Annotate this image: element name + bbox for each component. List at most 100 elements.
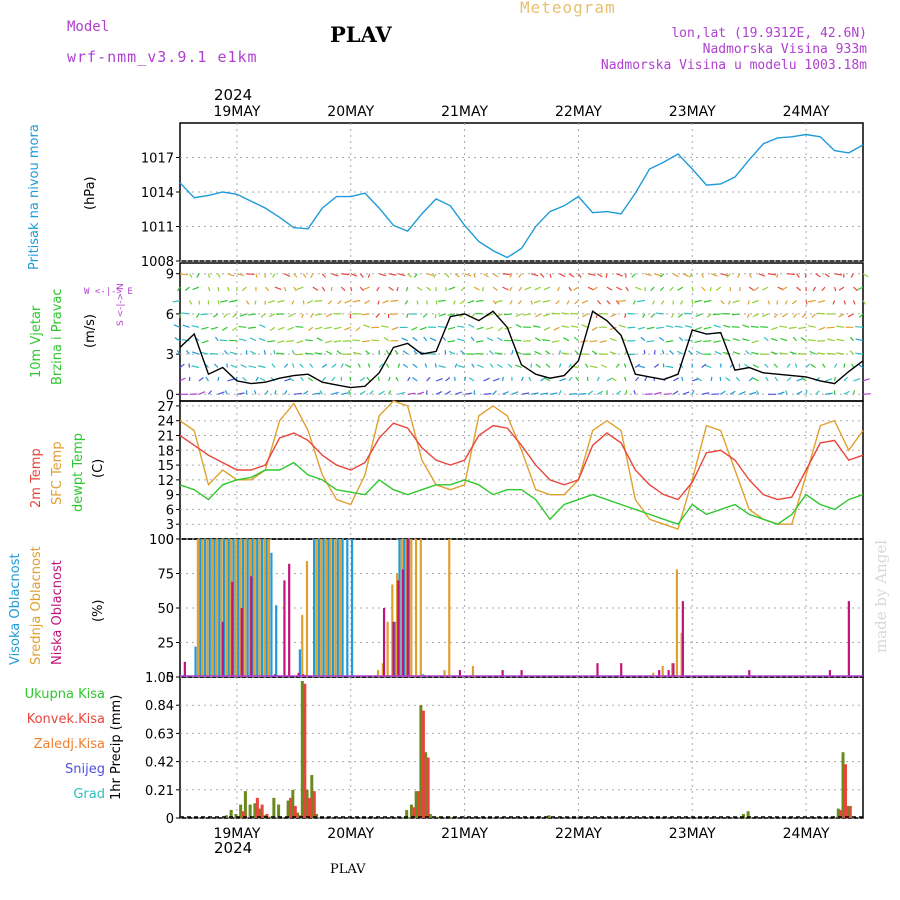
wind-arrow: [502, 391, 509, 395]
wind-arrow: [342, 340, 351, 342]
dewpt-line: [179, 461, 864, 526]
wind-arrow: [350, 273, 358, 277]
wind-arrow: [238, 325, 247, 328]
precip-bar: [277, 804, 281, 818]
y-tick-label: 0: [166, 388, 174, 403]
wind-arrow: [773, 313, 779, 318]
wind-arrow: [616, 273, 623, 277]
wind-arrow: [435, 300, 438, 305]
cloud-bar-mid: [258, 539, 261, 677]
wind-direction-label-we: W <-|-> E: [84, 287, 133, 297]
x-day-label-top: 24MAY: [783, 104, 830, 120]
wind-arrow: [710, 273, 718, 277]
wind-arrow: [836, 338, 845, 342]
wind-arrow: [534, 337, 541, 342]
wind-arrow: [597, 273, 603, 278]
wind-arrow: [412, 336, 418, 342]
wind-arrow: [195, 313, 200, 319]
wind-arrow: [640, 336, 646, 342]
wind-arrow: [344, 299, 351, 304]
wind-arrow: [198, 300, 201, 305]
wind-arrow: [341, 392, 349, 395]
wind-arrow: [749, 391, 757, 395]
wind-arrow: [352, 351, 361, 355]
precip-bar: [839, 809, 843, 818]
wind-arrow: [631, 273, 636, 278]
wind-arrow: [361, 340, 370, 343]
wind-arrow: [378, 363, 384, 368]
wind-arrow: [263, 349, 266, 355]
cloud-bar-mid: [680, 632, 683, 677]
wind-arrow: [720, 273, 728, 277]
x-day-label-bottom: 23MAY: [669, 826, 716, 842]
wind-arrow: [793, 313, 798, 318]
wind-arrow: [805, 300, 808, 305]
cloud-bar-high: [203, 539, 207, 677]
wind-arrow: [377, 376, 380, 382]
y-tick-label: 1011: [141, 221, 174, 236]
wind-arrow: [862, 300, 866, 305]
wind-arrow: [542, 299, 551, 303]
wind-arrow: [616, 286, 623, 291]
cloud-bar-low: [231, 581, 234, 677]
cloud-bar-high: [331, 539, 335, 677]
cloud-bar-low: [667, 670, 670, 677]
wind-arrow: [470, 336, 475, 342]
precip-bar: [300, 681, 304, 818]
wind-arrow: [754, 286, 760, 292]
wind-arrow: [402, 350, 409, 355]
wind-arrow: [316, 337, 323, 342]
wind-arrow: [862, 378, 870, 382]
wind-speed-line: [179, 310, 864, 389]
wind-arrow: [182, 324, 190, 328]
wind-arrow: [438, 313, 446, 317]
wind-arrow: [185, 350, 190, 355]
wind-arrow: [213, 363, 219, 368]
wind-arrow: [405, 286, 409, 292]
wind-arrow: [246, 273, 255, 276]
wind-arrow: [192, 286, 200, 291]
wind-arrow: [365, 350, 371, 355]
wind-arrow: [633, 390, 636, 395]
wind-arrow: [644, 376, 648, 382]
wind-arrow: [695, 313, 702, 318]
wind-arrow: [643, 350, 646, 355]
wind-arrow: [388, 390, 392, 395]
wind-arrow: [397, 363, 401, 368]
wind-arrow: [349, 313, 352, 318]
precip-bar: [315, 813, 319, 818]
wind-arrow: [606, 286, 613, 291]
cloud-bar-low: [458, 670, 462, 677]
wind-arrow: [205, 376, 209, 382]
wind-arrow: [617, 299, 626, 303]
wind-arrow: [494, 352, 503, 355]
x-day-label-bottom: 20MAY: [327, 826, 374, 842]
wind-arrow: [615, 390, 622, 395]
wind-arrow: [801, 377, 807, 382]
legend-grad: Grad: [73, 787, 105, 802]
wind-arrow: [377, 300, 380, 305]
wind-arrow: [341, 273, 350, 276]
cloud-bar-mid: [234, 539, 237, 677]
y-tick-label: 0.42: [145, 756, 174, 771]
wind-arrow: [768, 273, 776, 276]
wind-arrow: [776, 300, 779, 305]
wind-arrow: [589, 365, 598, 369]
legend-snow: Snijeg: [65, 762, 105, 777]
precip-bar: [746, 811, 750, 818]
x-day-label-top: 20MAY: [327, 104, 374, 120]
wind-arrow: [581, 313, 589, 318]
precip-bar: [253, 803, 257, 818]
wind-arrow: [637, 326, 645, 330]
wind-arrow: [646, 326, 655, 330]
wind-arrow: [174, 337, 181, 342]
wind-arrow: [715, 286, 722, 291]
wind-arrow: [834, 363, 838, 368]
x-day-label-top: 22MAY: [555, 104, 602, 120]
wind-arrow: [609, 337, 617, 342]
wind-arrow: [287, 326, 295, 331]
pressure-line: [179, 133, 864, 259]
precip-bar: [836, 808, 840, 818]
wind-arrow: [847, 313, 854, 318]
cloud-bar-mid: [206, 539, 209, 677]
